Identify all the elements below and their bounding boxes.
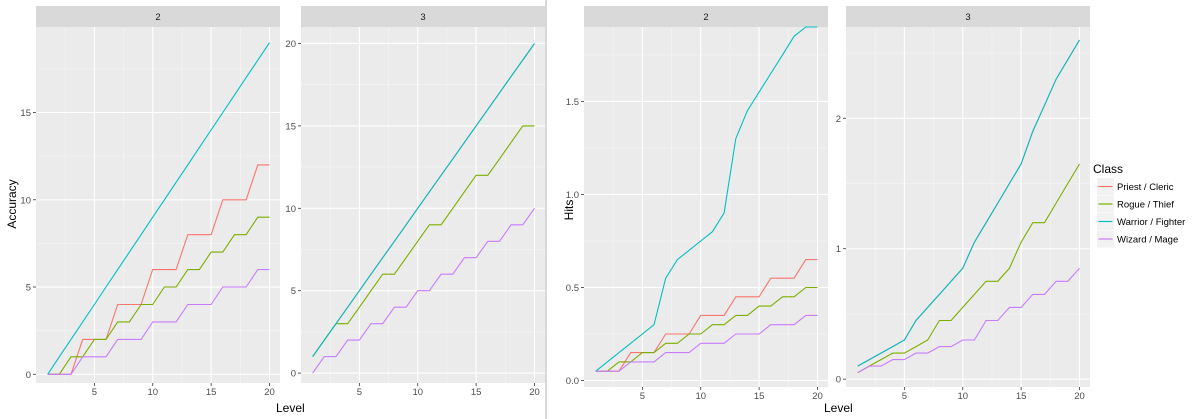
- x-tick-label: 10: [147, 387, 158, 398]
- y-axis-title-hits: Hits: [562, 200, 576, 221]
- x-tick-label: 20: [812, 391, 823, 402]
- series-line-warrior-fighter: [857, 39, 1080, 367]
- facet-panel-3: 3 5 10 15 20 0 5 10 15 20: [285, 6, 545, 398]
- y-tick-label: 10: [285, 204, 296, 215]
- y-tick-label: 0: [26, 370, 31, 381]
- x-tick-label: 15: [754, 391, 765, 402]
- x-tick-label: 5: [902, 391, 907, 402]
- series-line-priest-cleric: [595, 259, 818, 372]
- strip-label: 2: [155, 12, 160, 23]
- series-line-warrior-fighter: [47, 42, 270, 375]
- strip-background: [36, 6, 280, 27]
- legend-label: Priest / Cleric: [1117, 182, 1174, 193]
- facet-panel-2: 2 5 10 15 20 0.0 0.5 1.0 1.5: [566, 6, 828, 402]
- legend-title: Class: [1093, 162, 1123, 176]
- strip-background: [846, 6, 1090, 27]
- y-tick-label: 0: [291, 369, 296, 380]
- series-line-priest-cleric: [47, 164, 270, 375]
- x-tick-label: 20: [264, 387, 275, 398]
- series-line-warrior-fighter: [312, 43, 535, 357]
- legend-label: Wizard / Mage: [1117, 235, 1178, 246]
- y-tick-label: 0.0: [566, 376, 579, 387]
- series-line-rogue-thief: [857, 163, 1080, 374]
- legend: Class Priest / Cleric Rogue / Thief Warrio…: [1093, 162, 1185, 248]
- y-tick-label: 20: [285, 39, 296, 50]
- strip-label: 2: [703, 12, 708, 23]
- legend-label: Warrior / Fighter: [1117, 217, 1185, 228]
- facet-panel-3: 3 5 10 15 20 0 1 2: [836, 6, 1090, 402]
- x-tick-label: 15: [206, 387, 217, 398]
- x-tick-label: 10: [957, 391, 968, 402]
- legend-item-warrior-fighter: Warrior / Fighter: [1097, 213, 1185, 230]
- x-tick-label: 10: [412, 387, 423, 398]
- x-tick-label: 15: [471, 387, 482, 398]
- strip-label: 3: [420, 12, 425, 23]
- x-tick-label: 20: [1074, 391, 1085, 402]
- y-tick-label: 5: [26, 283, 31, 294]
- legend-item-rogue-thief: Rogue / Thief: [1097, 195, 1174, 213]
- x-axis-title-level: Level: [276, 401, 305, 415]
- series-line-rogue-thief: [47, 216, 270, 375]
- series-line-wizard-mage: [47, 269, 270, 375]
- y-axis-title-accuracy: Accuracy: [5, 179, 19, 228]
- series-line-rogue-thief: [312, 125, 535, 357]
- x-axis-title-level: Level: [824, 401, 853, 415]
- series-line-wizard-mage: [595, 314, 818, 372]
- series-line-wizard-mage: [857, 267, 1080, 374]
- legend-label: Rogue / Thief: [1117, 200, 1174, 211]
- y-tick-label: 10: [20, 195, 31, 206]
- facet-panel-2: 2 5 10 15 20 0 5 10 15: [20, 6, 280, 398]
- y-tick-label: 0.5: [566, 283, 579, 294]
- strip-label: 3: [965, 12, 970, 23]
- series-line-warrior-fighter: [595, 26, 818, 372]
- y-tick-label: 1.0: [566, 190, 579, 201]
- panel-background: [36, 27, 280, 383]
- strip-background: [584, 6, 828, 27]
- strip-background: [301, 6, 545, 27]
- y-tick-label: 1: [836, 244, 841, 255]
- y-tick-label: 5: [291, 286, 296, 297]
- y-tick-label: 1.5: [566, 97, 579, 108]
- panel-background: [584, 27, 828, 387]
- panel-background: [846, 27, 1090, 387]
- x-tick-label: 15: [1016, 391, 1027, 402]
- y-tick-label: 15: [20, 108, 31, 119]
- legend-item-priest-cleric: Priest / Cleric: [1097, 178, 1174, 195]
- y-tick-label: 0: [836, 375, 841, 386]
- x-tick-label: 5: [640, 391, 645, 402]
- x-tick-label: 5: [357, 387, 362, 398]
- series-line-rogue-thief: [595, 286, 818, 372]
- x-tick-label: 5: [92, 387, 97, 398]
- series-line-wizard-mage: [312, 207, 535, 374]
- legend-item-wizard-mage: Wizard / Mage: [1097, 230, 1178, 248]
- y-tick-label: 2: [836, 114, 841, 125]
- x-tick-label: 10: [695, 391, 706, 402]
- y-tick-label: 15: [285, 121, 296, 132]
- x-tick-label: 20: [529, 387, 540, 398]
